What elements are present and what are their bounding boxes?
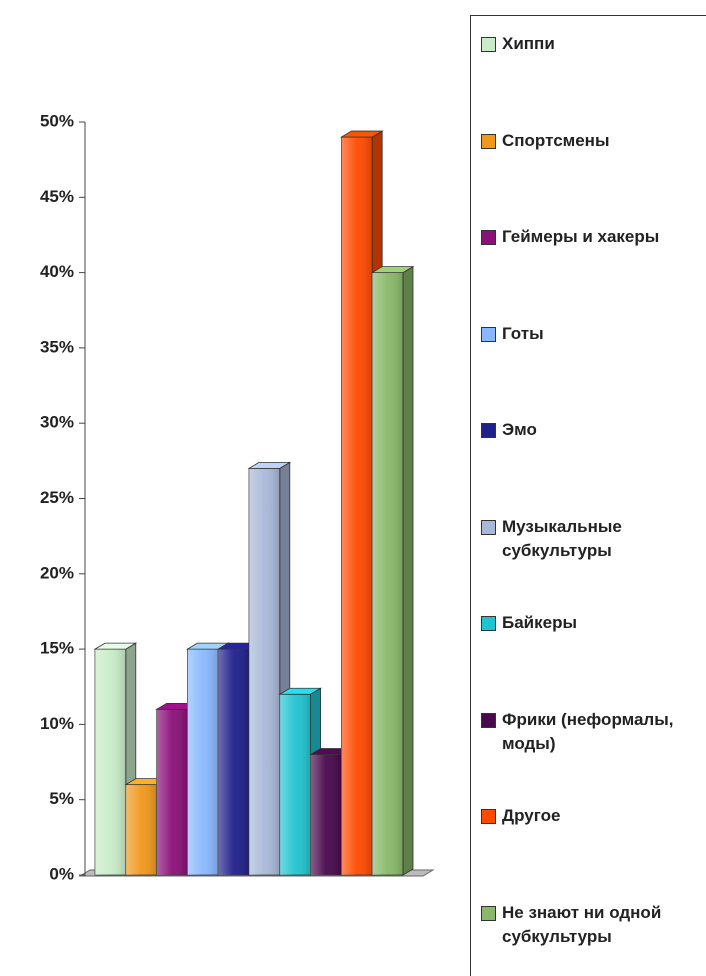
legend-swatch — [481, 230, 496, 245]
y-tick-label: 10% — [40, 714, 74, 733]
legend-swatch — [481, 133, 496, 149]
bar — [93, 642, 138, 876]
legend: Хиппи Спортсмены Геймеры и хакеры Готы Эмо Му… — [470, 15, 706, 976]
legend-label: Фрики (неформалы, моды) — [502, 709, 674, 753]
bar-shine — [279, 694, 311, 875]
legend-label: Байкеры — [502, 613, 577, 632]
y-tick-label: 40% — [40, 262, 74, 281]
bar-shine — [249, 468, 280, 875]
legend-swatch — [481, 905, 496, 921]
bar-shine — [187, 649, 219, 875]
bar-shine — [95, 649, 126, 875]
bar-shine — [341, 137, 373, 875]
legend-swatch — [481, 712, 496, 728]
legend-label: Геймеры и хакеры — [502, 227, 660, 246]
bar-side — [402, 265, 414, 876]
bar-top — [370, 266, 415, 274]
bar-top — [247, 461, 292, 469]
legend-item: Готы — [481, 322, 703, 346]
bar-top — [339, 130, 384, 138]
y-tick-label: 25% — [40, 488, 74, 507]
legend-item: Эмо — [481, 418, 703, 442]
y-tick-label: 0% — [49, 864, 74, 883]
legend-swatch — [481, 423, 496, 438]
legend-item: Другое — [481, 804, 703, 828]
bar — [185, 642, 230, 876]
bar-top — [278, 687, 323, 695]
legend-item: Хиппи — [481, 32, 703, 56]
legend-item: Геймеры и хакеры — [481, 225, 703, 249]
legend-label: Не знают ни одной субкультуры — [502, 902, 662, 946]
bar-shine — [156, 709, 188, 875]
bar-top — [93, 642, 138, 650]
legend-item: Спортсмены — [481, 129, 703, 153]
chart: 0% 5% 10% 15% 20% 25% 30% 35% 40% 45% 50% — [40, 111, 435, 883]
y-tick-label: 20% — [40, 563, 74, 582]
legend-label: Спортсмены — [502, 130, 610, 150]
legend-item: Фрики (неформалы, моды) — [481, 708, 703, 756]
bar-shine — [372, 272, 403, 876]
legend-label: Эмо — [502, 420, 537, 439]
legend-swatch — [481, 326, 496, 342]
legend-label: Музыкальные субкультуры — [502, 516, 622, 560]
legend-item: Музыкальные субкультуры — [481, 515, 703, 563]
bar — [339, 130, 384, 876]
legend-label: Готы — [502, 323, 544, 343]
legend-label: Хиппи — [502, 34, 555, 53]
y-tick-label: 5% — [49, 789, 74, 808]
y-tick-label: 35% — [40, 337, 74, 356]
bar-shine — [310, 754, 342, 875]
bar-shine — [125, 784, 157, 875]
bar — [216, 642, 261, 876]
y-tick-label: 15% — [40, 639, 74, 658]
y-tick-label: 50% — [40, 111, 74, 130]
y-tick-label: 45% — [40, 187, 74, 206]
legend-swatch — [481, 37, 496, 52]
legend-label: Другое — [502, 806, 561, 825]
bar — [370, 265, 415, 876]
legend-item: Не знают ни одной субкультуры — [481, 901, 703, 949]
bar-shine — [218, 649, 249, 875]
legend-swatch — [481, 809, 496, 824]
legend-swatch — [481, 616, 496, 631]
legend-swatch — [481, 519, 496, 535]
y-tick-label: 30% — [40, 413, 74, 432]
legend-item: Байкеры — [481, 611, 703, 635]
